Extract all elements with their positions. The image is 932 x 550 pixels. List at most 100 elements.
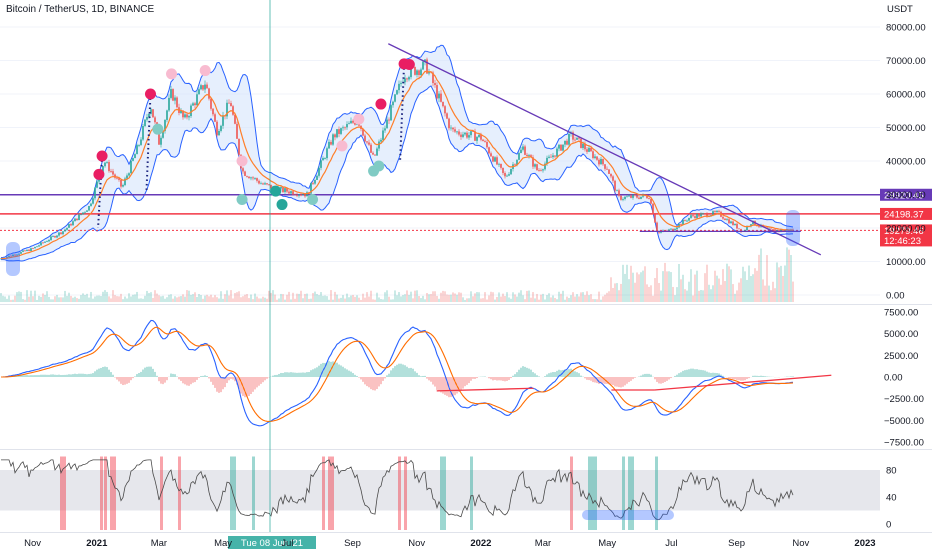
volume-bar (384, 292, 386, 302)
candle-body (712, 211, 714, 216)
volume-bar (304, 293, 306, 302)
macd-histogram-bar (436, 377, 438, 390)
candle-body (72, 221, 74, 226)
candle-body (130, 160, 132, 174)
macd-histogram-bar (302, 372, 304, 377)
macd-histogram-bar (126, 377, 128, 384)
candle-body (246, 175, 248, 177)
volume-bar (558, 291, 560, 302)
volume-bar (250, 294, 252, 302)
volume-bar (652, 295, 654, 302)
volume-bar (236, 292, 238, 302)
macd-histogram-bar (552, 372, 554, 377)
macd-histogram-bar (108, 369, 110, 377)
volume-bar (408, 294, 410, 302)
volume-bar (484, 292, 486, 302)
volume-bar (676, 287, 678, 302)
rsi-signal-strip (398, 456, 401, 530)
macd-histogram-bar (360, 377, 362, 380)
candle-body (102, 166, 104, 174)
volume-bar (458, 292, 460, 302)
volume-bar (584, 295, 586, 302)
volume-bar (634, 282, 636, 302)
macd-histogram-bar (274, 374, 276, 377)
volume-bar (160, 296, 162, 302)
macd-histogram-bar (104, 366, 106, 377)
macd-histogram-bar (748, 377, 750, 379)
candle-body (184, 114, 186, 118)
candle-body (428, 71, 430, 74)
candle-body (536, 164, 538, 171)
candle-body (498, 163, 500, 165)
macd-histogram-bar (188, 377, 190, 386)
macd-histogram-bar (440, 377, 442, 393)
candle-body (698, 214, 700, 217)
macd-histogram-bar (328, 361, 330, 377)
volume-bar (562, 290, 564, 302)
volume-bar (138, 298, 140, 302)
macd-histogram-bar (36, 375, 38, 377)
candle-body (404, 78, 406, 83)
macd-histogram-bar (32, 375, 34, 377)
candle-body (580, 138, 582, 148)
macd-histogram-bar (760, 375, 762, 377)
volume-bar (754, 268, 756, 302)
macd-histogram-bar (754, 375, 756, 377)
candle-body (216, 121, 218, 136)
macd-histogram-bar (378, 377, 380, 387)
macd-histogram-bar (546, 374, 548, 377)
macd-histogram-bar (52, 374, 54, 377)
candle-body (474, 131, 476, 141)
candle-body (14, 254, 16, 256)
macd-histogram-bar (402, 364, 404, 377)
candle-body (456, 131, 458, 133)
volume-bar (482, 298, 484, 302)
volume-bar (630, 265, 632, 302)
candle-body (600, 158, 602, 165)
candle-body (108, 162, 110, 172)
candle-body (322, 158, 324, 161)
volume-bar (100, 296, 102, 302)
volume-bar (350, 295, 352, 302)
volume-bar (766, 255, 768, 302)
time-axis[interactable]: Nov 2021 Mar May Jul Sep Nov 2022 Mar May Jul Sep No… (24, 538, 875, 549)
rsi-pane (0, 456, 880, 530)
candle-body (6, 256, 8, 259)
volume-bar (214, 295, 216, 302)
candle-body (266, 183, 268, 185)
volume-bar (318, 295, 320, 302)
volume-bar (124, 296, 126, 302)
macd-histogram-bar (718, 373, 720, 377)
volume-bar (658, 283, 660, 302)
macd-histogram-bar (334, 362, 336, 377)
macd-histogram-bar (564, 369, 566, 377)
candle-body (592, 151, 594, 159)
macd-histogram-bar (430, 377, 432, 382)
macd-histogram-bar (560, 370, 562, 377)
volume-bar (436, 295, 438, 302)
candle-body (344, 127, 346, 129)
candle-body (620, 195, 622, 200)
candle-body (86, 210, 88, 212)
candle-body (458, 131, 460, 135)
macd-histogram-bar (690, 368, 692, 377)
macd-histogram-bar (154, 371, 156, 377)
volume-bar (346, 293, 348, 302)
candle-body (538, 170, 540, 171)
candle-body (722, 216, 724, 219)
macd-histogram-bar (352, 373, 354, 377)
macd-histogram-bar (240, 377, 242, 394)
volume-bar (782, 275, 784, 302)
candle-body (454, 129, 456, 132)
volume-bar (592, 299, 594, 302)
volume-bar (280, 293, 282, 302)
volume-bar (418, 296, 420, 302)
candle-body (482, 139, 484, 142)
macd-histogram-bar (150, 366, 152, 377)
candle-body (352, 120, 354, 123)
volume-bar (504, 296, 506, 302)
macd-histogram-bar (364, 377, 366, 385)
currency-label: USDT (887, 4, 913, 15)
